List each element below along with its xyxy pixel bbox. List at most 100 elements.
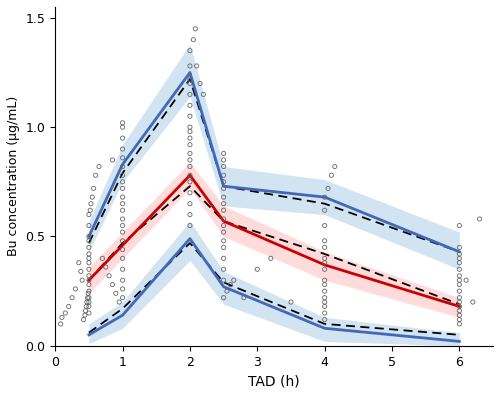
Point — [220, 201, 228, 207]
Point — [118, 185, 126, 192]
Point — [186, 157, 194, 163]
Point — [85, 310, 93, 316]
Point — [456, 266, 464, 273]
Point — [226, 281, 234, 288]
Point — [85, 266, 93, 273]
Point — [85, 222, 93, 229]
Point — [64, 303, 72, 310]
Point — [456, 303, 464, 310]
Point — [95, 164, 103, 170]
Point — [68, 295, 76, 301]
Point — [456, 281, 464, 288]
Point — [240, 295, 248, 301]
Point — [85, 260, 93, 266]
Point — [186, 172, 194, 179]
Point — [84, 290, 92, 297]
Point — [320, 295, 328, 301]
Point — [456, 277, 464, 283]
Point — [118, 286, 126, 292]
Point — [220, 229, 228, 235]
Point — [82, 303, 90, 310]
Point — [220, 164, 228, 170]
Point — [456, 299, 464, 305]
Point — [85, 255, 93, 261]
Point — [456, 255, 464, 261]
Point — [456, 244, 464, 250]
Point — [320, 244, 328, 250]
Point — [192, 26, 200, 32]
Point — [324, 185, 332, 192]
Point — [200, 91, 207, 98]
Point — [220, 194, 228, 200]
Point — [186, 150, 194, 156]
Point — [456, 316, 464, 323]
Point — [118, 164, 126, 170]
Point — [220, 207, 228, 213]
Point — [320, 303, 328, 310]
Point — [331, 164, 339, 170]
Point — [254, 266, 262, 273]
Point — [118, 120, 126, 126]
Point — [56, 321, 64, 327]
Point — [81, 312, 89, 318]
Point — [78, 277, 86, 283]
Point — [85, 233, 93, 240]
Point — [118, 222, 126, 229]
Point — [80, 316, 88, 323]
Point — [186, 76, 194, 82]
Y-axis label: Bu concentration (μg/mL): Bu concentration (μg/mL) — [7, 96, 20, 256]
Point — [456, 321, 464, 327]
Point — [92, 172, 100, 179]
Point — [85, 295, 93, 301]
Point — [186, 141, 194, 148]
Point — [287, 299, 295, 305]
Point — [85, 281, 93, 288]
Point — [456, 288, 464, 294]
Point — [320, 238, 328, 244]
Point — [220, 172, 228, 179]
Point — [220, 157, 228, 163]
Point — [196, 80, 204, 87]
Point — [320, 194, 328, 200]
Point — [108, 281, 116, 288]
Point — [186, 135, 194, 141]
Point — [118, 238, 126, 244]
Point — [85, 251, 93, 257]
Point — [118, 172, 126, 179]
Point — [85, 299, 93, 305]
Point — [328, 172, 336, 179]
Point — [186, 211, 194, 218]
Point — [85, 277, 93, 283]
Point — [98, 255, 106, 261]
Point — [469, 299, 477, 305]
Point — [320, 316, 328, 323]
Point — [77, 268, 85, 275]
Point — [83, 299, 91, 305]
Point — [108, 157, 116, 163]
Point — [87, 201, 95, 207]
Point — [456, 222, 464, 229]
Point — [118, 229, 126, 235]
Point — [118, 146, 126, 152]
Point — [456, 273, 464, 279]
Point — [186, 128, 194, 135]
Point — [220, 255, 228, 261]
Point — [186, 124, 194, 130]
Point — [85, 273, 93, 279]
Point — [118, 135, 126, 141]
Point — [118, 194, 126, 200]
Point — [86, 207, 94, 213]
Point — [220, 244, 228, 250]
Point — [72, 286, 80, 292]
Point — [118, 255, 126, 261]
Point — [118, 295, 126, 301]
Point — [220, 295, 228, 301]
Point — [118, 216, 126, 222]
Point — [220, 216, 228, 222]
Point — [186, 113, 194, 119]
Point — [320, 266, 328, 273]
Point — [220, 150, 228, 156]
Point — [186, 102, 194, 109]
Point — [186, 63, 194, 69]
Point — [456, 251, 464, 257]
